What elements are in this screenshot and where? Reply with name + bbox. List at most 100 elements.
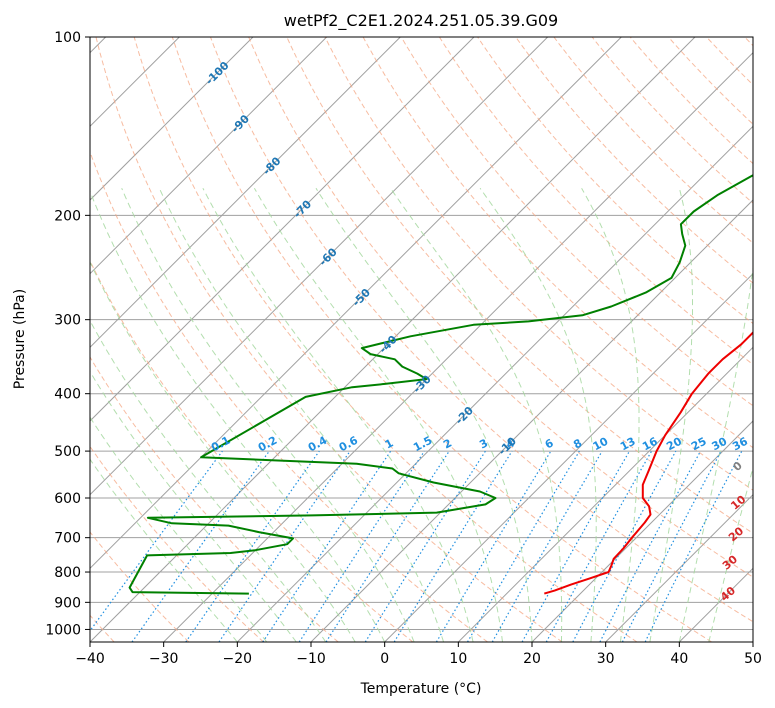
dry-adiabat	[171, 37, 712, 642]
dry-adiabat	[706, 37, 753, 86]
y-tick-label: 100	[54, 30, 81, 46]
x-tick-label: 40	[670, 651, 688, 667]
mixing-ratio-line	[545, 450, 653, 642]
isotherm-line	[457, 346, 753, 642]
moist-adiabat	[90, 416, 268, 642]
isotherm-line	[310, 199, 753, 642]
mixing-ratio-line	[218, 450, 351, 642]
moist-adiabat	[90, 319, 327, 642]
dry-adiabat	[744, 37, 753, 47]
isotherm-line	[90, 37, 549, 496]
mixing-ratio-label: 25	[689, 435, 709, 454]
moist-adiabat	[390, 187, 563, 642]
isotherm-line	[90, 37, 696, 642]
y-tick-label: 500	[54, 444, 81, 460]
x-tick-label: −10	[296, 651, 326, 667]
isotherm-line	[90, 37, 475, 422]
dry-adiabat	[90, 259, 414, 642]
isotherm-line	[678, 567, 753, 642]
y-tick-label: 900	[54, 595, 81, 611]
moist-adiabat	[315, 187, 533, 642]
isotherm-line	[90, 37, 328, 275]
mixing-ratio-label: 16	[640, 435, 660, 454]
dry-adiabat	[324, 37, 753, 491]
isotherm-label: -20	[453, 404, 476, 427]
x-tick-label: 10	[449, 651, 467, 667]
x-tick-label: 30	[597, 651, 615, 667]
background-lines	[90, 37, 753, 642]
profiles	[128, 174, 753, 595]
x-tick-label: 0	[380, 651, 389, 667]
isotherm-line	[90, 37, 254, 201]
isotherm-line	[752, 641, 753, 642]
mixing-ratio-label: 20	[664, 434, 684, 453]
mixing-ratio-line	[599, 450, 702, 642]
temperature-line	[544, 331, 753, 595]
dry-adiabat	[90, 445, 264, 642]
y-tick-label: 600	[54, 491, 81, 507]
mixing-ratio-line	[131, 450, 270, 642]
isotherm-label: -70	[291, 197, 314, 220]
isotherm-label: -50	[350, 286, 373, 309]
dry-adiabat	[95, 37, 563, 642]
isotherm-line	[605, 493, 753, 642]
mixing-ratio-line	[572, 450, 677, 642]
y-tick-label: 700	[54, 531, 81, 547]
moist-adiabat-label: 30	[720, 552, 740, 572]
y-tick-label: 400	[54, 387, 81, 403]
isotherm-line	[90, 37, 622, 570]
mixing-ratio-line	[644, 450, 743, 642]
y-tick-label: 200	[54, 208, 81, 224]
dry-adiabat	[591, 37, 753, 204]
moist-adiabat	[253, 187, 503, 642]
x-axis-label: Temperature (°C)	[360, 681, 482, 697]
isotherm-line	[531, 420, 753, 642]
isotherm-line	[236, 125, 753, 642]
isotherm-line	[384, 272, 753, 642]
mixing-ratio-line	[298, 450, 425, 642]
x-tick-label: 50	[744, 651, 762, 667]
line-labels: 0.1 0.2 0.4 0.6 1 1.5 2 3 4 6 8 10 13 16 20 25 30 36-100-…	[203, 59, 750, 604]
mixing-ratio-line	[90, 450, 223, 632]
mixing-ratio-line	[325, 450, 450, 642]
dry-adiabat	[362, 37, 753, 449]
mixing-ratio-line	[185, 450, 320, 642]
moist-adiabat	[678, 264, 753, 642]
dry-adiabat	[515, 37, 753, 284]
plot-frame	[89, 36, 754, 643]
dry-adiabat	[248, 37, 753, 578]
mixing-ratio-label: 30	[710, 435, 730, 454]
x-tick-label: 20	[523, 651, 541, 667]
moist-adiabat	[121, 188, 415, 642]
y-tick-label: 1000	[45, 622, 81, 638]
moist-adiabat	[90, 370, 297, 642]
moist-adiabat	[90, 189, 386, 642]
mixing-ratio-label: 2	[441, 436, 454, 451]
mixing-ratio-label: 13	[618, 435, 638, 454]
mixing-ratio-label: 6	[543, 436, 556, 451]
x-tick-label: −40	[75, 651, 105, 667]
dry-adiabat	[477, 37, 753, 325]
isotherm-label: -10	[496, 434, 519, 457]
mixing-ratio-line	[521, 450, 631, 642]
y-tick-label: 300	[54, 313, 81, 329]
moist-adiabat	[649, 188, 693, 642]
dewpoint-line	[128, 174, 753, 595]
moist-adiabat	[479, 187, 597, 642]
x-tick-label: −20	[223, 651, 253, 667]
dry-adiabat	[668, 37, 753, 125]
dry-adiabat	[286, 37, 753, 534]
dry-adiabat	[400, 37, 753, 407]
isotherm-line	[163, 51, 753, 642]
mixing-ratio-label: 1	[383, 436, 396, 451]
moist-adiabat	[581, 187, 640, 642]
dry-adiabat	[553, 37, 753, 244]
dry-adiabat	[90, 531, 190, 642]
isotherm-label: -80	[260, 154, 283, 177]
moist-adiabat	[202, 187, 474, 642]
moist-adiabat	[158, 187, 445, 642]
moist-adiabat	[90, 458, 238, 642]
mixing-ratio-line	[466, 450, 580, 642]
mixing-ratio-label: 10	[591, 434, 611, 453]
